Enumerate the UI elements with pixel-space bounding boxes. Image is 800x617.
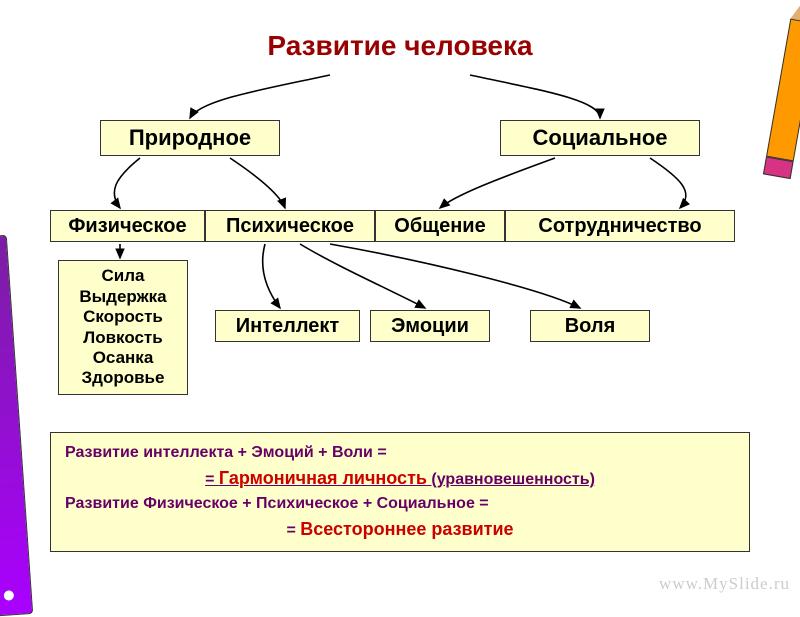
node-label: Сотрудничество [538,214,701,238]
summary-line-2-result: = Всестороннее развитие [65,516,735,543]
node-label: Психическое [226,214,354,238]
watermark: www.MySlide.ru [659,574,790,594]
summary-line-2: Развитие Физическое + Психическое + Соци… [65,492,735,516]
node-obschenie: Общение [375,210,505,242]
node-label: Природное [129,125,251,151]
node-intellekt: Интеллект [215,310,360,342]
summary-highlight: Гармоничная личность [219,468,427,488]
node-emocii: Эмоции [370,310,490,342]
node-label: Социальное [532,125,667,151]
summary-line-1: Развитие интеллекта + Эмоций + Воли = [65,441,735,465]
summary-text: (уравновешенность) [427,471,595,488]
attribute-line: Сила [102,266,145,286]
node-label: Общение [394,214,485,238]
summary-text: Развитие интеллекта + Эмоций + Воли = [65,444,387,461]
node-label: Интеллект [236,314,339,338]
node-label: Физическое [68,214,186,238]
attribute-line: Ловкость [83,328,162,348]
attribute-line: Осанка [93,348,154,368]
summary-text: = [205,471,219,488]
node-psihicheskoe: Психическое [205,210,375,242]
attribute-line: Скорость [83,307,163,327]
summary-highlight: Всестороннее развитие [300,519,513,539]
attribute-line: Здоровье [82,368,165,388]
node-label: Эмоции [391,314,469,338]
ruler-decoration [0,235,33,617]
node-attributes: СилаВыдержкаСкоростьЛовкостьОсанкаЗдоров… [58,260,188,395]
summary-text: = [286,522,300,539]
node-sotrudnichestvo: Сотрудничество [505,210,735,242]
node-prirodnoe: Природное [100,120,280,156]
pencil-decoration [757,0,800,192]
summary-text: Развитие Физическое + Психическое + Соци… [65,495,489,512]
summary-box: Развитие интеллекта + Эмоций + Воли = = … [50,432,750,552]
attribute-line: Выдержка [79,287,166,307]
node-label: Воля [565,314,616,338]
node-volya: Воля [530,310,650,342]
diagram-title: Развитие человека [0,30,800,62]
node-socialnoe: Социальное [500,120,700,156]
summary-line-1-result: = Гармоничная личность (уравновешенность… [65,465,735,492]
node-fizicheskoe: Физическое [50,210,205,242]
